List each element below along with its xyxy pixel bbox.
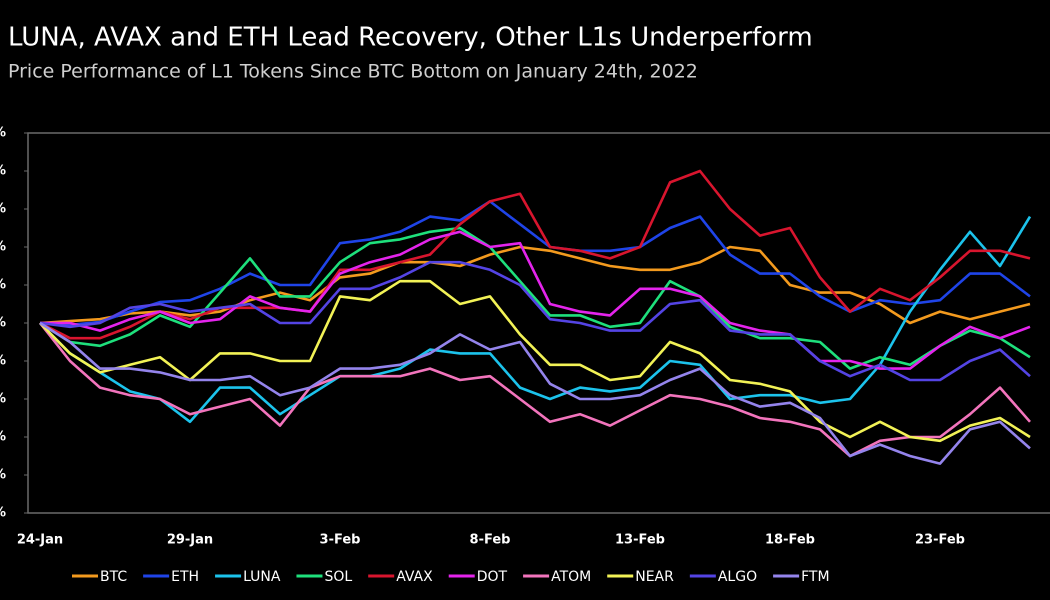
series-line: [39, 215, 1032, 424]
y-tick-label: 0%: [0, 316, 6, 331]
legend-label: NEAR: [635, 569, 674, 585]
series-line: [39, 169, 1031, 340]
y-tick-label: -10%: [0, 354, 6, 369]
x-tick-label: 24-Jan: [17, 533, 63, 548]
series-line: [40, 230, 1031, 370]
y-tick-label: -50%: [0, 506, 6, 521]
legend-label: DOT: [477, 569, 508, 585]
series-line: [39, 321, 1031, 465]
legend-label: ALGO: [718, 569, 757, 585]
y-tick-label: 20%: [0, 240, 6, 255]
legend-label: BTC: [100, 569, 127, 585]
legend-label: AVAX: [396, 569, 433, 585]
x-tick-label: 23-Feb: [915, 533, 965, 548]
chart-subtitle: Price Performance of L1 Tokens Since BTC…: [8, 61, 698, 83]
legend-label: ATOM: [551, 569, 591, 585]
x-tick-label: 18-Feb: [765, 533, 815, 548]
x-tick-label: 13-Feb: [615, 533, 665, 548]
y-tick-label: 10%: [0, 278, 6, 293]
y-tick-label: -20%: [0, 392, 6, 407]
y-tick-label: -30%: [0, 430, 6, 445]
chart-title: LUNA, AVAX and ETH Lead Recovery, Other …: [8, 23, 813, 53]
legend-label: FTM: [801, 569, 829, 585]
y-tick-label: -40%: [0, 468, 6, 483]
x-tick-label: 29-Jan: [167, 533, 213, 548]
legend-label: SOL: [324, 569, 352, 585]
legend-label: ETH: [171, 569, 199, 585]
y-tick-label: 40%: [0, 164, 6, 179]
series-line: [39, 200, 1031, 327]
series-line: [39, 260, 1031, 382]
y-tick-label: 30%: [0, 202, 6, 217]
x-tick-label: 3-Feb: [320, 533, 361, 548]
y-tick-label: 50%: [0, 126, 6, 141]
series-line: [38, 322, 1031, 458]
series-line: [39, 279, 1031, 443]
x-tick-label: 8-Feb: [470, 533, 511, 548]
legend-label: LUNA: [243, 569, 281, 585]
